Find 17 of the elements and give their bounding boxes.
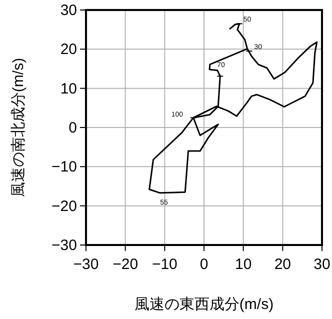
y-tick-label: −30 — [52, 237, 77, 254]
x-tick-label: 0 — [200, 256, 208, 273]
y-tick-label: 30 — [60, 2, 77, 19]
y-tick-label: −10 — [52, 158, 77, 176]
y-axis-title: 風速の南北成分(m/s) — [10, 58, 27, 198]
y-tick-label: 0 — [68, 120, 77, 136]
x-tick-label: 20 — [274, 256, 292, 273]
x-tick-label: −20 — [112, 256, 138, 273]
x-tick-label: 30 — [314, 256, 330, 273]
y-tick-label: 10 — [60, 80, 77, 98]
y-tick-label: −20 — [52, 198, 77, 215]
x-tick-label: −30 — [73, 256, 99, 273]
x-axis-title: 風速の東西成分(m/s) — [134, 296, 274, 313]
line-series — [148, 22, 318, 194]
x-tick-label: 10 — [234, 256, 252, 273]
x-tick-label: −10 — [152, 256, 178, 273]
y-tick-label: 20 — [60, 41, 77, 58]
